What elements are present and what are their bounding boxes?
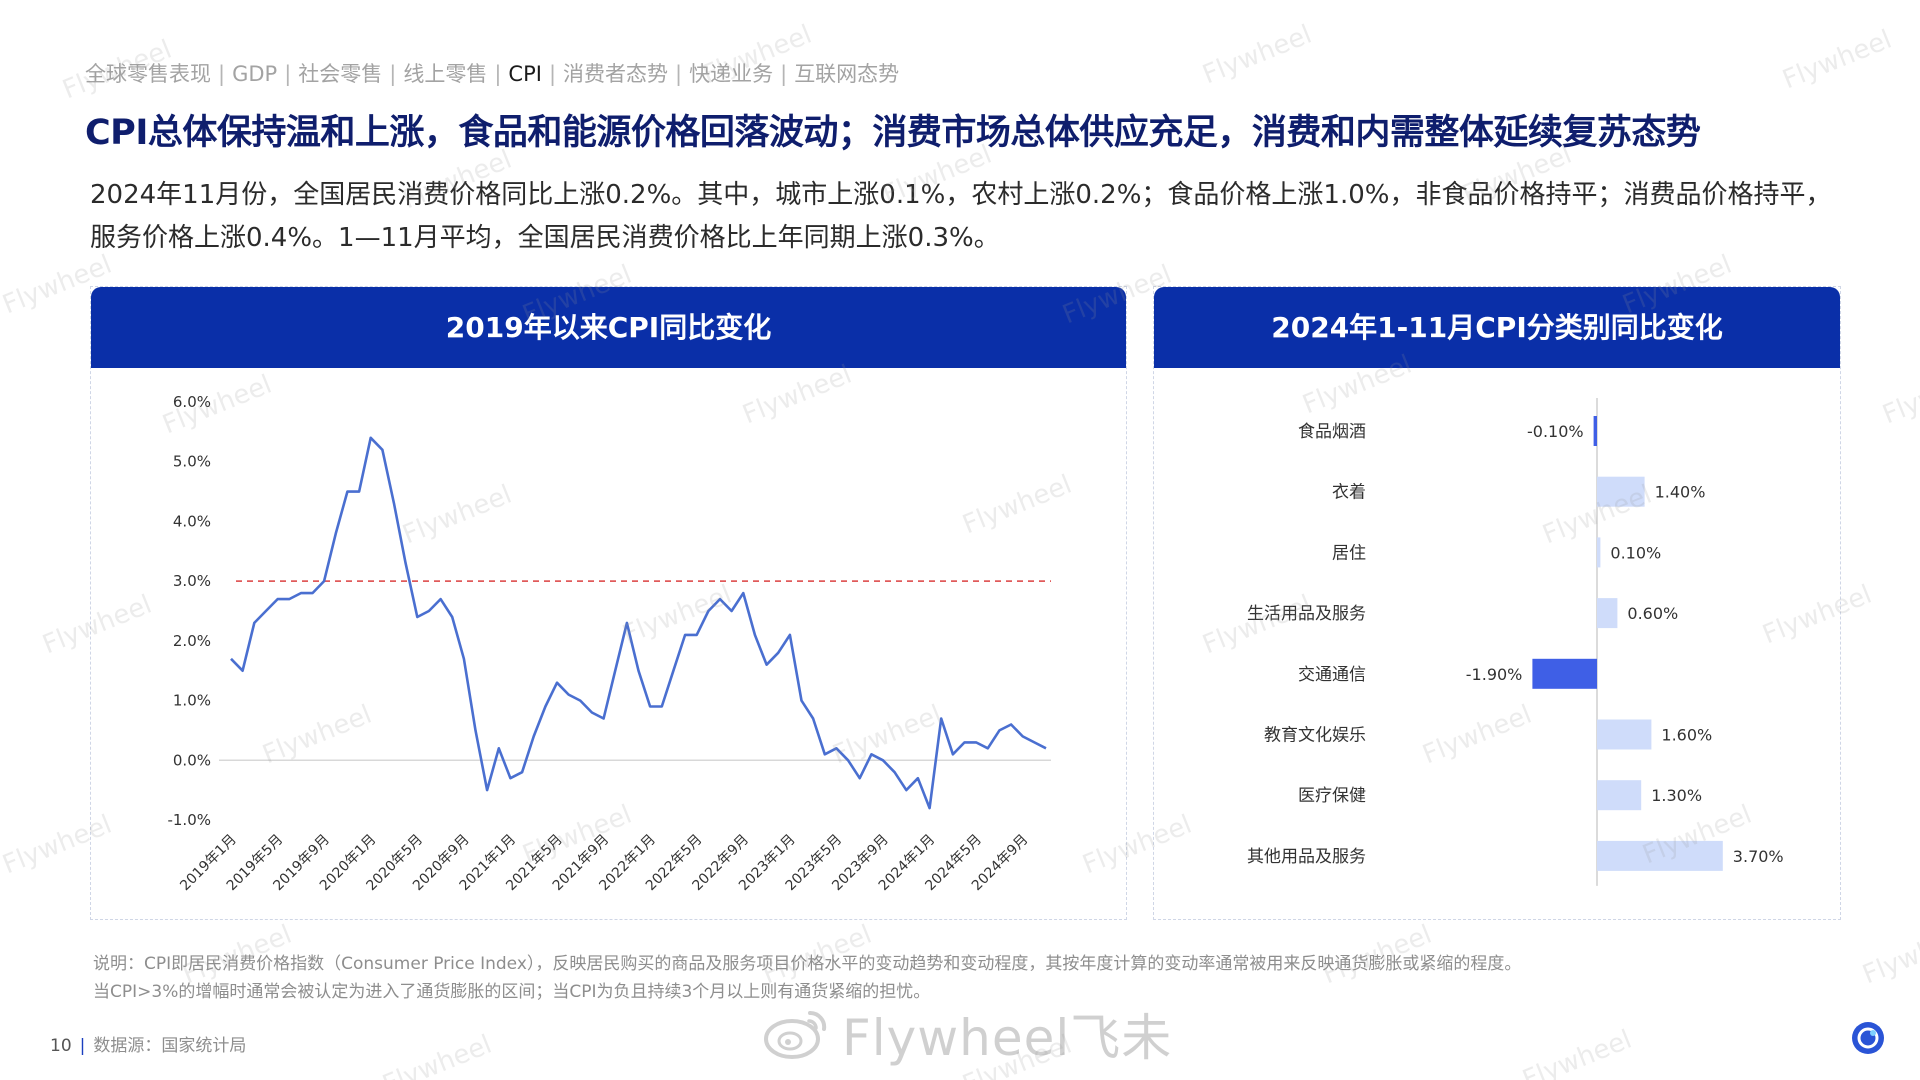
category-label: 交通通信 [1298, 665, 1366, 685]
watermark-text: Flywheel [1878, 359, 1920, 431]
data-source: 数据源：国家统计局 [93, 1036, 247, 1056]
category-label: 生活用品及服务 [1247, 604, 1366, 624]
watermark-text: Flywheel [378, 1029, 496, 1080]
nav-separator: | [389, 62, 397, 86]
y-tick-label: 5.0% [173, 453, 211, 471]
category-label: 居住 [1332, 543, 1366, 563]
category-bar [1593, 416, 1597, 446]
category-bar [1597, 719, 1652, 750]
y-tick-label: 3.0% [173, 572, 211, 590]
y-tick-label: 1.0% [173, 692, 211, 710]
category-bar [1597, 537, 1601, 568]
cpi-category-panel-header: 2024年1-11月CPI分类别同比变化 [1154, 287, 1840, 368]
category-bar [1597, 840, 1723, 871]
category-label: 教育文化娱乐 [1264, 726, 1366, 746]
bar-value-label: 0.10% [1610, 543, 1661, 562]
bar-value-label: 0.60% [1627, 604, 1678, 623]
category-label: 食品烟酒 [1298, 422, 1366, 442]
y-tick-label: 6.0% [173, 393, 211, 411]
nav-item[interactable]: 快递业务 [689, 62, 774, 86]
category-label: 其他用品及服务 [1247, 847, 1366, 867]
category-bar [1597, 598, 1618, 629]
page-title: CPI总体保持温和上涨，食品和能源价格回落波动；消费市场总体供应充足，消费和内需… [85, 113, 1701, 153]
bar-value-label: -0.10% [1527, 422, 1584, 441]
nav-separator: | [218, 62, 226, 86]
nav-item[interactable]: 全球零售表现 [85, 62, 211, 86]
watermark-text: Flywheel [1858, 919, 1920, 991]
nav-item[interactable]: 社会零售 [298, 62, 383, 86]
weibo-logo-icon [764, 1010, 827, 1059]
brand-block: Flywheel飞未 [762, 998, 1172, 1070]
cpi-trend-panel: 2019年以来CPI同比变化 6.0% 5.0% 4.0% 3.0% 2.0% 1.0% 0… [90, 286, 1127, 920]
y-tick-label: 0.0% [173, 751, 211, 769]
explanation-note: 说明：CPI即居民消费价格指数（Consumer Price Index），反映… [93, 950, 1521, 1006]
nav-separator: | [780, 62, 788, 86]
nav-separator: | [284, 62, 292, 86]
nav-item[interactable]: CPI [508, 62, 542, 86]
category-label: 衣着 [1332, 483, 1366, 503]
cpi-trend-panel-header: 2019年以来CPI同比变化 [91, 287, 1126, 368]
category-bar [1532, 658, 1597, 689]
y-tick-label: 2.0% [173, 632, 211, 650]
y-tick-label: -1.0% [167, 811, 211, 829]
category-bar [1597, 780, 1642, 811]
brand-name: Flywheel飞未 [842, 1009, 1173, 1067]
category-label: 医疗保健 [1298, 786, 1366, 806]
top-navigation: 全球零售表现 | GDP | 社会零售 | 线上零售 | CPI | 消费者态势 | 快递业务 | 互联网态… [85, 58, 899, 88]
bar-value-label: 1.30% [1651, 786, 1702, 805]
bar-value-label: 1.40% [1655, 483, 1706, 502]
nav-item[interactable]: GDP [232, 62, 278, 86]
watermark-text: Flywheel [1778, 24, 1896, 96]
bar-value-label: 3.70% [1733, 847, 1784, 866]
summary-paragraph: 2024年11月份，全国居民消费价格同比上涨0.2%。其中，城市上涨0.1%，农… [90, 180, 1832, 253]
nav-item[interactable]: 互联网态势 [794, 62, 900, 86]
nav-separator: | [548, 62, 557, 86]
nav-item[interactable]: 消费者态势 [563, 62, 669, 86]
cpi-category-panel: 2024年1-11月CPI分类别同比变化 食品烟酒 -0.10% 衣着 1.40% 居住… [1153, 286, 1841, 920]
footer: 10 | 数据源：国家统计局 [50, 1031, 246, 1056]
y-tick-label: 4.0% [173, 512, 211, 530]
nav-separator: | [494, 62, 502, 86]
flywheel-corner-logo-icon [1852, 1022, 1884, 1054]
footer-divider: | [79, 1036, 86, 1056]
note-line-2: 当CPI>3%的增幅时通常会被认定为进入了通货膨胀的区间；当CPI为负且持续3个… [93, 982, 931, 1002]
bar-value-label: 1.60% [1661, 726, 1712, 745]
note-line-1: 说明：CPI即居民消费价格指数（Consumer Price Index），反映… [93, 954, 1522, 974]
watermark-text: Flywheel [1198, 19, 1316, 91]
cpi-category-bar-chart: 食品烟酒 -0.10% 衣着 1.40% 居住 0.10% 生活用品及服务 0.60% 交通通信… [1247, 398, 1784, 886]
category-bar [1597, 476, 1645, 507]
page-number: 10 [50, 1036, 72, 1056]
bar-value-label: -1.90% [1466, 665, 1523, 684]
nav-separator: | [675, 62, 683, 86]
watermark-text: Flywheel [1518, 1024, 1636, 1080]
cpi-line-chart: 6.0%5.0%4.0%3.0%2.0%1.0%0.0%-1.0%2019年1月… [167, 393, 1051, 894]
cpi-series-line [230, 436, 1047, 810]
nav-item[interactable]: 线上零售 [403, 62, 488, 86]
